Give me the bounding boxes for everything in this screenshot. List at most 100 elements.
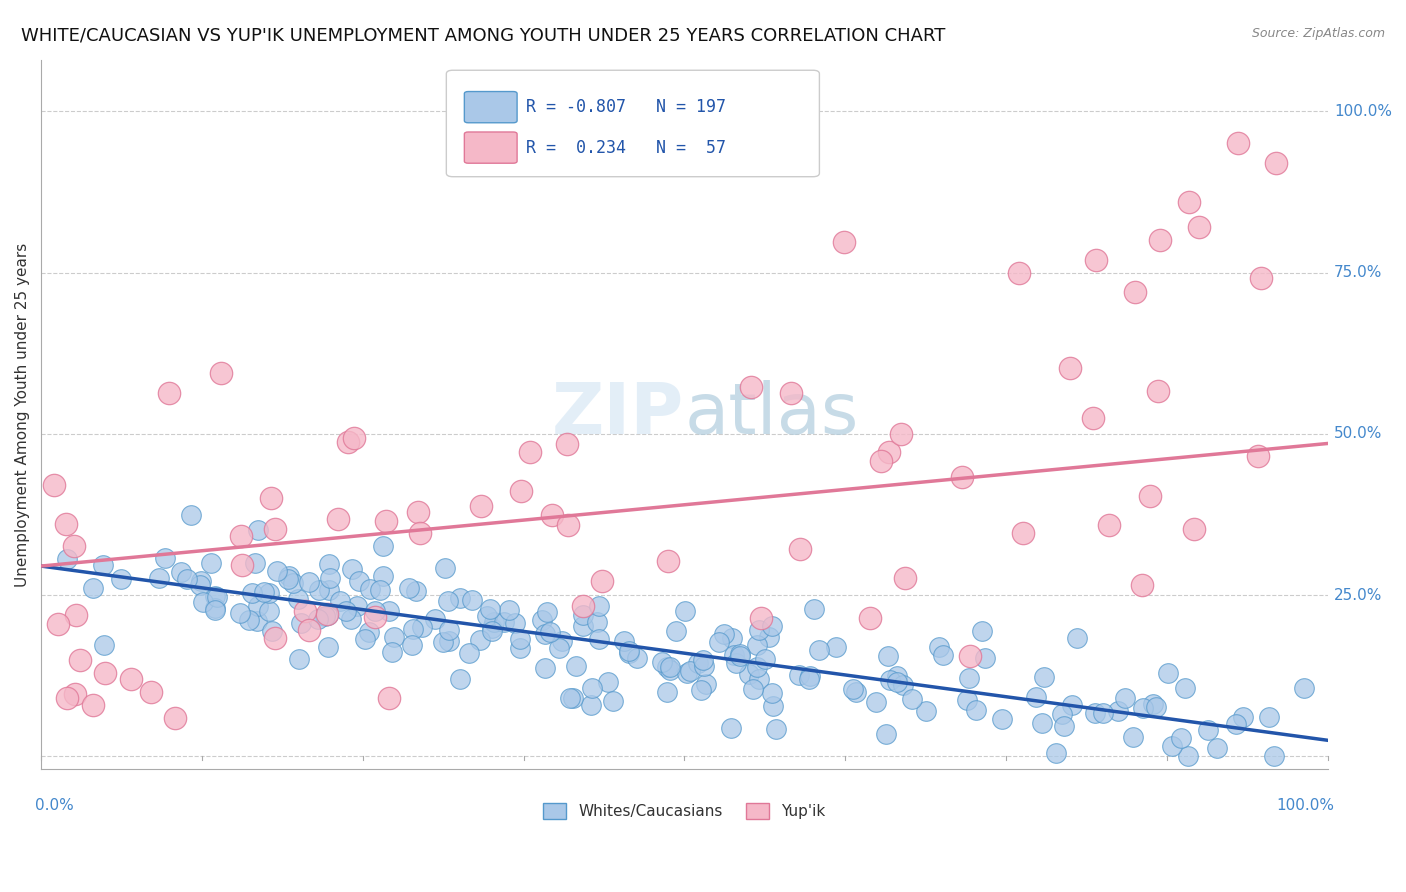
Point: [329, 594, 352, 608]
Point: [972, 624, 994, 638]
Point: [723, 648, 745, 662]
Point: [110, 572, 132, 586]
Point: [257, 604, 280, 618]
Point: [82, 698, 104, 712]
Point: [62, 540, 84, 554]
Point: [190, 574, 212, 588]
Point: [832, 235, 855, 249]
Point: [153, 550, 176, 565]
Point: [808, 643, 831, 657]
Point: [1132, 701, 1154, 715]
Point: [915, 704, 938, 718]
Point: [266, 564, 288, 578]
Text: 100.0%: 100.0%: [1277, 797, 1334, 813]
Point: [205, 590, 228, 604]
Point: [246, 614, 269, 628]
Text: R = -0.807   N = 197: R = -0.807 N = 197: [526, 98, 725, 116]
Point: [157, 385, 180, 400]
Point: [340, 562, 363, 576]
Point: [1031, 715, 1053, 730]
Point: [1062, 698, 1084, 712]
Point: [315, 607, 337, 622]
Point: [1130, 578, 1153, 592]
Point: [713, 627, 735, 641]
Point: [780, 385, 803, 400]
Point: [693, 659, 716, 673]
Point: [659, 663, 682, 677]
Point: [349, 574, 371, 588]
Point: [120, 672, 142, 686]
Point: [557, 518, 579, 533]
Point: [1045, 746, 1067, 760]
Point: [264, 522, 287, 536]
Point: [1265, 156, 1288, 170]
Point: [562, 691, 585, 706]
Point: [858, 610, 880, 624]
Point: [894, 571, 917, 585]
Point: [789, 542, 811, 557]
Point: [204, 601, 226, 615]
Point: [741, 681, 763, 696]
Point: [533, 661, 555, 675]
Point: [359, 624, 381, 639]
Point: [240, 585, 263, 599]
Point: [1107, 704, 1129, 718]
Point: [494, 615, 516, 629]
Point: [965, 703, 987, 717]
Point: [55, 552, 77, 566]
Point: [479, 602, 502, 616]
Point: [581, 681, 603, 696]
Point: [591, 574, 613, 588]
Point: [229, 607, 252, 621]
Point: [437, 634, 460, 648]
FancyBboxPatch shape: [446, 70, 820, 177]
Point: [991, 712, 1014, 726]
Point: [401, 638, 423, 652]
Point: [1205, 741, 1227, 756]
Point: [890, 427, 912, 442]
Point: [657, 685, 679, 699]
Point: [720, 721, 742, 735]
Point: [1188, 220, 1211, 235]
Point: [406, 505, 429, 519]
Point: [316, 607, 339, 622]
Point: [229, 529, 252, 543]
Point: [398, 581, 420, 595]
Point: [695, 676, 717, 690]
Point: [1149, 233, 1171, 247]
Point: [1142, 697, 1164, 711]
Point: [740, 380, 762, 394]
Point: [470, 632, 492, 647]
Point: [470, 500, 492, 514]
Point: [1263, 749, 1285, 764]
Text: atlas: atlas: [685, 380, 859, 449]
Point: [477, 609, 499, 624]
Point: [457, 647, 479, 661]
Point: [959, 648, 981, 663]
Point: [1258, 710, 1281, 724]
Point: [555, 437, 578, 451]
Point: [498, 602, 520, 616]
Point: [956, 693, 979, 707]
Point: [209, 367, 232, 381]
Point: [657, 554, 679, 568]
Point: [260, 491, 283, 506]
Point: [335, 604, 357, 618]
Point: [307, 612, 329, 626]
Point: [401, 622, 423, 636]
Text: R =  0.234   N =  57: R = 0.234 N = 57: [526, 138, 725, 157]
Point: [253, 585, 276, 599]
Point: [797, 672, 820, 686]
Point: [200, 556, 222, 570]
Text: 0.0%: 0.0%: [35, 797, 73, 813]
Point: [378, 604, 401, 618]
Point: [94, 665, 117, 680]
Point: [748, 673, 770, 687]
Point: [363, 604, 385, 618]
Point: [1123, 285, 1146, 299]
FancyBboxPatch shape: [464, 132, 517, 163]
Point: [1012, 526, 1035, 541]
Point: [359, 582, 381, 597]
Point: [298, 574, 321, 589]
Point: [651, 655, 673, 669]
